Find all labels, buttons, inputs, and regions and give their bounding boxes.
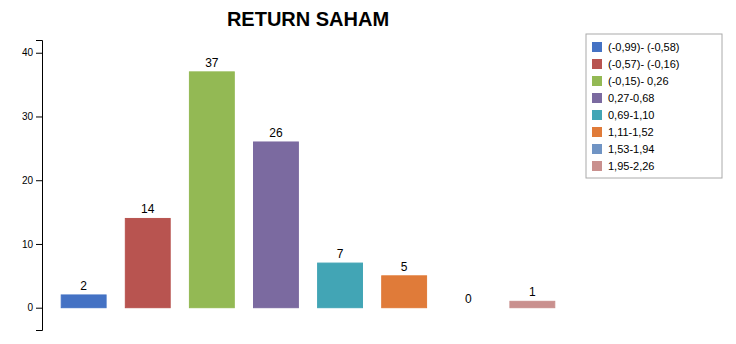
y-tick-label: 10 [22, 239, 34, 250]
legend-item: (-0,15)- 0,26 [592, 75, 669, 87]
legend-item: 1,95-2,26 [592, 160, 654, 172]
legend: (-0,99)- (-0,58) (-0,57)- (-0,16) (-0,15)-… [586, 34, 722, 178]
legend-swatch [592, 127, 602, 137]
title: RETURN SAHAM [227, 8, 389, 30]
y-tick: 10 [22, 239, 42, 250]
data-label: 0 [465, 292, 472, 306]
data-label: 2 [80, 279, 87, 293]
data-label: 37 [205, 56, 219, 70]
bar [189, 72, 234, 308]
bars [61, 72, 555, 308]
y-tick-line [36, 308, 42, 309]
bar [446, 307, 491, 308]
legend-label: 1,95-2,26 [608, 160, 654, 172]
legend-swatch [592, 59, 602, 69]
legend-label: (-0,99)- (-0,58) [608, 41, 680, 53]
data-label: 14 [141, 202, 155, 216]
data-label: 7 [337, 247, 344, 261]
bar [61, 295, 106, 308]
y-tick: 0 [27, 302, 42, 313]
legend-label: 0,27-0,68 [608, 92, 654, 104]
legend-swatch [592, 42, 602, 52]
legend-item: 0,27-0,68 [592, 92, 654, 104]
data-labels: 2 14 37 26 7 5 0 1 [80, 56, 536, 306]
chart-container: 0 10 20 30 40 2 14 37 26 7 5 0 1 RETURN SAHAM (-0,99)-… [0, 0, 736, 344]
legend-swatch [592, 110, 602, 120]
legend-frame [586, 34, 722, 178]
bar [510, 301, 555, 307]
y-tick-label: 0 [27, 302, 33, 313]
y-tick-line [36, 180, 42, 181]
y-tick-line [36, 244, 42, 245]
y-tick-line [36, 53, 42, 54]
legend-swatch [592, 93, 602, 103]
y-tick: 40 [22, 47, 42, 58]
bar [382, 276, 427, 308]
legend-label: 0,69-1,10 [608, 109, 654, 121]
y-tick-label: 30 [22, 111, 34, 122]
legend-swatch [592, 144, 602, 154]
bar [318, 263, 363, 308]
data-label: 1 [529, 285, 536, 299]
y-tick-label: 20 [22, 175, 34, 186]
y-axis: 0 10 20 30 40 [22, 41, 43, 331]
legend-label: (-0,57)- (-0,16) [608, 58, 680, 70]
legend-item: 1,53-1,94 [592, 143, 654, 155]
chart-svg: 0 10 20 30 40 2 14 37 26 7 5 0 1 RETURN SAHAM (-0,99)-… [0, 0, 736, 344]
plot: 0 10 20 30 40 2 14 37 26 7 5 0 1 [22, 41, 555, 331]
legend-label: (-0,15)- 0,26 [608, 75, 669, 87]
bar [254, 142, 299, 308]
legend-item: 1,11-1,52 [592, 126, 654, 138]
y-tick: 30 [22, 111, 42, 122]
y-tick: 20 [22, 175, 42, 186]
legend-item: (-0,99)- (-0,58) [592, 41, 680, 53]
legend-label: 1,11-1,52 [608, 126, 654, 138]
y-tick-line [36, 116, 42, 117]
y-tick-label: 40 [22, 47, 34, 58]
legend-swatch [592, 161, 602, 171]
legend-label: 1,53-1,94 [608, 143, 654, 155]
bar [125, 218, 170, 307]
y-axis-line [36, 41, 43, 331]
data-label: 5 [401, 260, 408, 274]
legend-item: 0,69-1,10 [592, 109, 654, 121]
legend-item: (-0,57)- (-0,16) [592, 58, 680, 70]
legend-swatch [592, 76, 602, 86]
data-label: 26 [269, 126, 283, 140]
